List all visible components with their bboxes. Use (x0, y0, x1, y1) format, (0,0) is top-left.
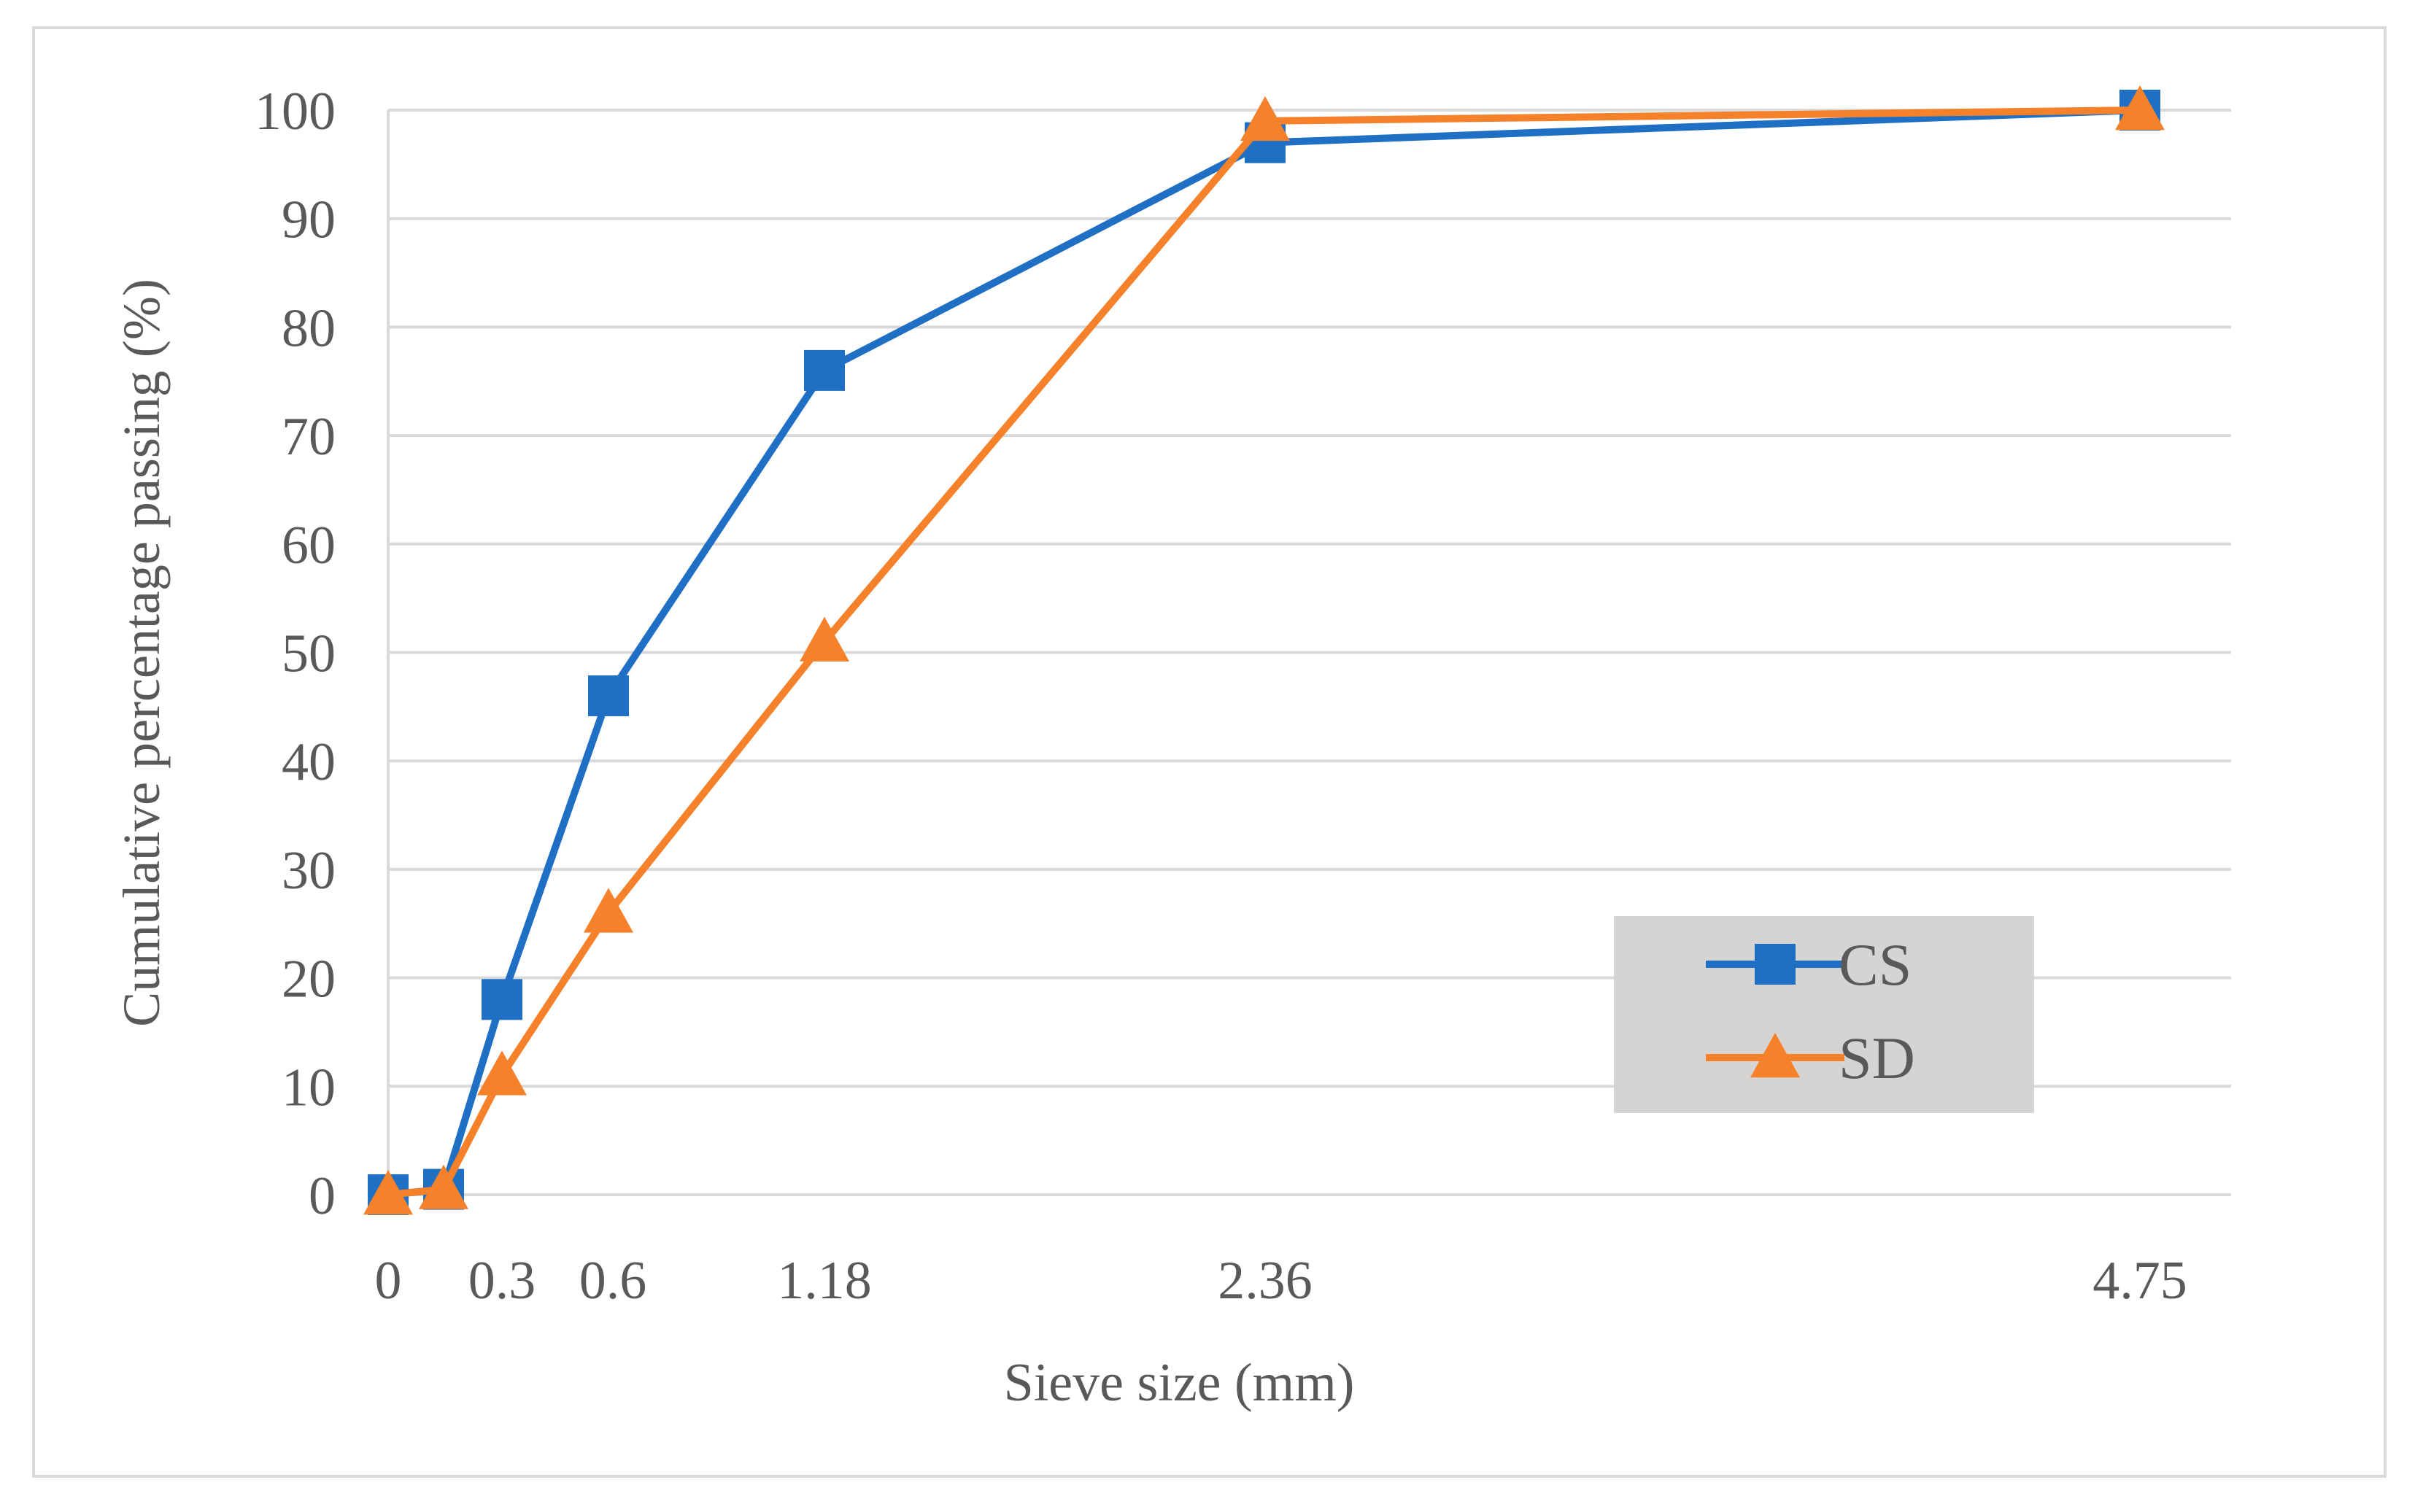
y-tick-label-80: 80 (282, 298, 336, 358)
y-tick-labels: 0 10 20 30 40 50 60 70 80 90 100 (255, 82, 336, 1226)
gridlines (387, 109, 2231, 1196)
point-cs-1_18 (804, 349, 845, 391)
x-tick-labels: 0 0.3 0.6 1.18 2.36 4.75 (375, 1251, 2187, 1311)
legend-marker-cs (1755, 944, 1796, 985)
y-tick-label-100: 100 (255, 82, 336, 141)
point-sd-1_18 (800, 616, 849, 662)
x-tick-label-2.36: 2.36 (1218, 1251, 1313, 1311)
legend-marker-sd (1750, 1033, 1800, 1078)
series-group (363, 85, 2165, 1215)
legend-box (1614, 916, 2034, 1113)
x-tick-label-1.18: 1.18 (777, 1251, 872, 1311)
y-axis-label: Cumulative percentage passing (%) (112, 279, 171, 1027)
series-sd (363, 85, 2165, 1215)
y-tick-label-20: 20 (282, 950, 336, 1009)
y-tick-label-60: 60 (282, 516, 336, 575)
point-sd-0 (363, 1170, 413, 1215)
x-tick-label-0: 0 (375, 1251, 402, 1311)
y-tick-label-10: 10 (282, 1058, 336, 1117)
point-cs-0_3 (482, 979, 522, 1020)
legend-label-cs: CS (1839, 931, 1912, 998)
x-tick-label-0.3: 0.3 (468, 1251, 536, 1311)
x-axis-label: Sieve size (mm) (1004, 1353, 1355, 1413)
legend: CS SD (1614, 916, 2034, 1113)
x-tick-label-0.6: 0.6 (579, 1251, 647, 1311)
y-tick-label-50: 50 (282, 624, 336, 684)
x-tick-label-4.75: 4.75 (2092, 1251, 2187, 1311)
y-tick-label-30: 30 (282, 841, 336, 901)
legend-label-sd: SD (1839, 1025, 1915, 1091)
point-sd-0_15 (419, 1164, 468, 1209)
point-sd-2_36 (1240, 96, 1290, 141)
chart-frame: 0 10 20 30 40 50 60 70 80 90 100 0 0.3 0.6 1.18 2.36 4.… (32, 26, 2387, 1478)
y-tick-label-40: 40 (282, 732, 336, 792)
line-chart: 0 10 20 30 40 50 60 70 80 90 100 0 0.3 0.6 1.18 2.36 4.… (112, 82, 2231, 1413)
point-cs-0_6 (588, 675, 629, 716)
y-tick-label-70: 70 (282, 407, 336, 467)
y-tick-label-0: 0 (309, 1166, 336, 1226)
point-sd-0_6 (584, 888, 633, 933)
point-sd-0_3 (477, 1050, 527, 1096)
point-sd-4_75 (2115, 85, 2165, 131)
y-tick-label-90: 90 (282, 190, 336, 250)
